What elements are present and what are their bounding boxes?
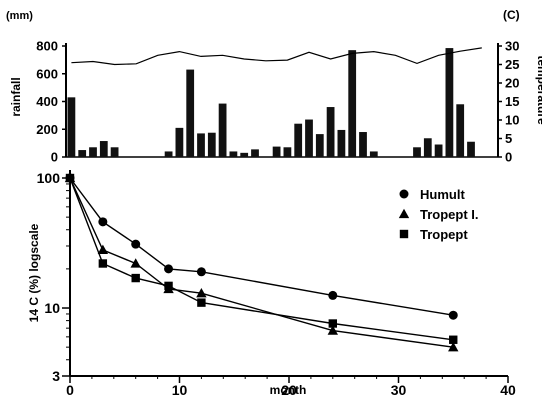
rainfall-bar xyxy=(164,151,173,157)
square-marker xyxy=(197,298,206,307)
rainfall-bar xyxy=(434,144,443,157)
rainfall-bar xyxy=(445,48,454,157)
rainfall-tick-label: 400 xyxy=(36,94,58,109)
rainfall-tick-label: 200 xyxy=(36,122,58,137)
rainfall-bar xyxy=(89,147,97,157)
temperature-unit-label: (C) xyxy=(503,8,520,22)
rainfall-bar xyxy=(305,119,313,157)
x-axis-title: month xyxy=(270,383,307,397)
square-marker xyxy=(328,319,337,328)
temperature-tick-label: 20 xyxy=(505,76,519,91)
temperature-axis-title: temperature xyxy=(535,55,542,125)
temperature-tick-label: 30 xyxy=(505,39,519,54)
rainfall-axis-title: rainfall xyxy=(9,77,23,116)
rainfall-bar xyxy=(175,127,184,157)
decay-y-tick-label: 100 xyxy=(37,170,61,186)
square-marker xyxy=(131,273,140,283)
rainfall-bar xyxy=(467,141,475,157)
decay-y-tick-label: 3 xyxy=(52,368,60,384)
decay-x-tick-label: 10 xyxy=(172,382,188,397)
square-marker xyxy=(449,335,458,344)
temperature-line xyxy=(71,47,482,66)
circle-marker xyxy=(196,267,206,277)
legend-label: Humult xyxy=(420,187,465,202)
square-marker xyxy=(98,259,108,268)
square-marker xyxy=(399,229,409,239)
circle-marker xyxy=(328,290,338,300)
circle-marker xyxy=(131,239,141,249)
temperature-tick-label: 10 xyxy=(505,113,519,128)
temperature-tick-label: 5 xyxy=(505,131,512,146)
temperature-tick-label: 15 xyxy=(505,94,519,109)
rainfall-bar xyxy=(186,69,195,157)
decay-axis-title: 14 C (%) logscale xyxy=(27,223,41,322)
rainfall-unit-label: (mm) xyxy=(6,10,33,22)
rainfall-bar xyxy=(413,147,421,157)
decay-y-tick-label: 10 xyxy=(44,300,60,316)
carbon-decay-panel: 3 10 100 0 10 20 30 40 Humult Tropept I. Tropept xyxy=(37,170,516,397)
square-marker xyxy=(65,173,75,183)
rainfall-bar xyxy=(359,132,367,157)
circle-marker xyxy=(98,217,108,227)
circle-marker xyxy=(399,189,409,199)
rainfall-bar xyxy=(78,150,87,157)
rainfall-tick-label: 600 xyxy=(36,66,58,81)
rainfall-tick-label: 0 xyxy=(51,150,58,165)
rainfall-bar xyxy=(229,151,238,157)
triangle-marker xyxy=(327,325,338,335)
temperature-tick-label: 0 xyxy=(505,150,512,165)
legend-label: Tropept xyxy=(420,227,468,242)
series-line-circle xyxy=(69,177,454,316)
rainfall-bar xyxy=(348,50,357,157)
rainfall-bar xyxy=(99,141,108,157)
rainfall-bar xyxy=(294,123,303,157)
rainfall-temperature-panel: 0 200 400 600 800 0 5 10 15 20 25 30 xyxy=(36,39,519,165)
rainfall-bar xyxy=(272,146,281,157)
rainfall-bar xyxy=(240,152,249,157)
rainfall-bar xyxy=(218,103,227,157)
circle-marker xyxy=(448,310,458,320)
rainfall-tick-label: 800 xyxy=(36,39,58,54)
circle-marker xyxy=(164,264,174,274)
triangle-marker xyxy=(448,341,459,352)
triangle-marker xyxy=(398,208,410,219)
triangle-marker xyxy=(97,244,109,255)
rainfall-bar xyxy=(456,104,465,157)
rainfall-bar xyxy=(110,147,119,157)
decay-x-tick-label: 40 xyxy=(500,382,516,397)
decay-x-tick-label: 0 xyxy=(66,382,74,397)
temperature-tick-label: 25 xyxy=(505,57,519,72)
decay-x-tick-label: 30 xyxy=(391,382,407,397)
series-line-square xyxy=(69,177,454,341)
decay-x-tick-label: 20 xyxy=(281,382,297,397)
rainfall-bar xyxy=(369,151,378,157)
rainfall-bar xyxy=(67,97,76,157)
rainfall-bar xyxy=(283,147,292,157)
rainfall-bar xyxy=(197,133,205,157)
legend-label: Tropept I. xyxy=(420,207,479,222)
series-line-triangle xyxy=(69,177,454,348)
rainfall-bar xyxy=(423,138,432,157)
rainfall-bar xyxy=(337,129,346,157)
triangle-marker xyxy=(196,288,207,298)
rainfall-bar xyxy=(315,134,324,157)
rainfall-bar xyxy=(251,149,259,157)
rainfall-bar xyxy=(326,107,335,157)
triangle-marker xyxy=(130,258,141,268)
square-marker xyxy=(164,281,173,291)
rainfall-bar xyxy=(207,132,216,157)
